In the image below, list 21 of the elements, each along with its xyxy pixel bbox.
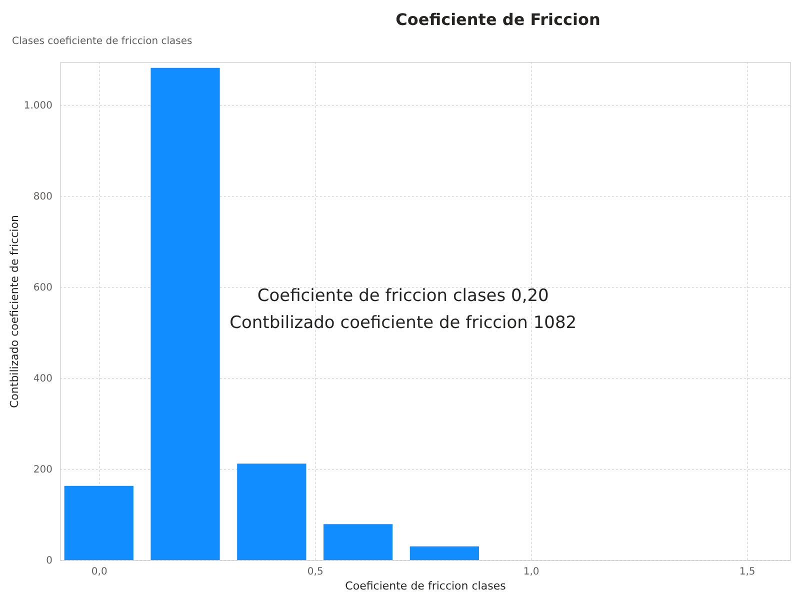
bar [64, 486, 134, 560]
annotation: Coeficiente de friccion clases 0,20 [257, 286, 549, 306]
bar [323, 524, 393, 560]
x-axis-title: Coeficiente de friccion clases [345, 580, 506, 592]
bar [410, 546, 479, 560]
chart-title: Coeficiente de Friccion [396, 10, 600, 29]
x-tick-label: 1,0 [523, 566, 540, 578]
bar [150, 68, 220, 560]
chart-subtitle: Clases coeficiente de friccion clases [12, 36, 192, 47]
bar [237, 464, 306, 560]
y-tick-label: 1.000 [24, 100, 52, 112]
y-tick-label: 600 [33, 282, 52, 294]
y-tick-label: 800 [33, 192, 52, 203]
x-tick-label: 0,0 [91, 566, 108, 578]
y-axis-title: Contbilizado coeficiente de friccion [8, 214, 21, 408]
y-tick-label: 0 [46, 556, 52, 566]
x-tick-label: 1,5 [739, 566, 756, 578]
y-tick-label: 400 [33, 374, 52, 385]
y-tick-label: 200 [33, 464, 52, 476]
annotation: Contbilizado coeficiente de friccion 1082 [230, 313, 577, 334]
x-tick-label: 0,5 [307, 566, 324, 578]
